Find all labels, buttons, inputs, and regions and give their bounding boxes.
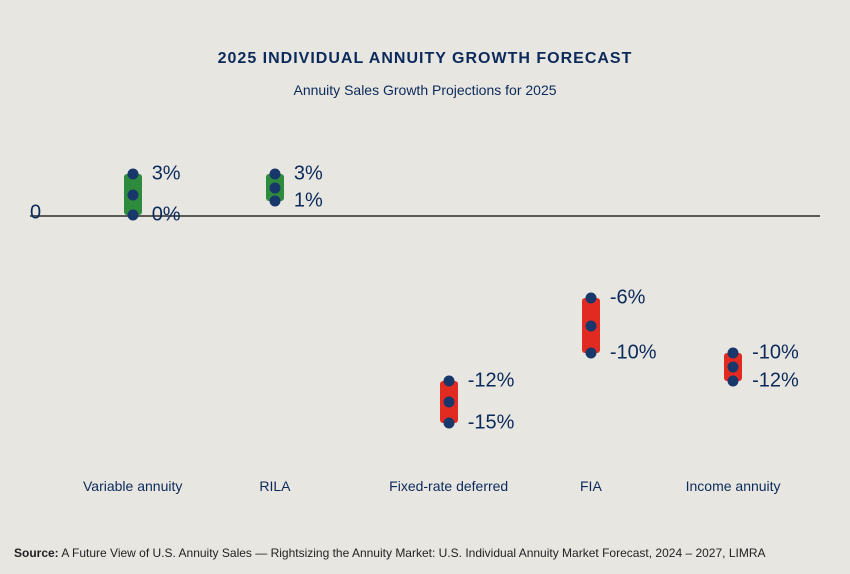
marker-mid xyxy=(443,396,454,407)
marker-mid xyxy=(728,362,739,373)
marker-mid xyxy=(585,320,596,331)
value-label-high: 3% xyxy=(294,162,323,185)
marker-mid xyxy=(269,182,280,193)
marker-high xyxy=(585,293,596,304)
marker-low xyxy=(127,210,138,221)
chart-title: 2025 INDIVIDUAL ANNUITY GROWTH FORECAST xyxy=(30,50,820,68)
series-1: 3%1% xyxy=(205,160,345,464)
source-text: A Future View of U.S. Annuity Sales — Ri… xyxy=(59,546,766,560)
source-prefix: Source: xyxy=(14,546,59,560)
series-2: -12% -15% xyxy=(379,160,519,464)
marker-high xyxy=(127,168,138,179)
plot-area: 0 3%0%3%1%-12%-15%-6%-10%-10%-12% xyxy=(30,160,820,464)
marker-low xyxy=(269,196,280,207)
value-label-high: -10% xyxy=(752,342,799,365)
source-citation: Source: A Future View of U.S. Annuity Sa… xyxy=(14,546,836,560)
marker-high xyxy=(269,168,280,179)
category-label: RILA xyxy=(259,478,290,494)
chart-subtitle: Annuity Sales Growth Projections for 202… xyxy=(30,82,820,98)
value-label-low: -15% xyxy=(468,411,515,434)
series-0: 3% 0% xyxy=(63,160,203,464)
value-label-low: -12% xyxy=(752,370,799,393)
chart-container: 2025 INDIVIDUAL ANNUITY GROWTH FORECAST … xyxy=(30,50,820,514)
category-label: FIA xyxy=(580,478,602,494)
zero-axis-label: 0 xyxy=(30,202,41,225)
value-label-high: -6% xyxy=(610,287,646,310)
value-label-high: 3% xyxy=(152,162,181,185)
marker-high xyxy=(443,376,454,387)
series-3: -6% -10% xyxy=(521,160,661,464)
category-label: Income annuity xyxy=(686,478,781,494)
marker-low xyxy=(443,417,454,428)
category-label: Variable annuity xyxy=(83,478,182,494)
value-label-high: -12% xyxy=(468,370,515,393)
value-label-low: -10% xyxy=(610,342,657,365)
marker-low xyxy=(585,348,596,359)
value-label-low: 1% xyxy=(294,190,323,213)
value-label-low: 0% xyxy=(152,204,181,227)
marker-low xyxy=(728,376,739,387)
marker-mid xyxy=(127,189,138,200)
category-label: Fixed-rate deferred xyxy=(389,478,508,494)
series-4: -10% -12% xyxy=(663,160,803,464)
marker-high xyxy=(728,348,739,359)
